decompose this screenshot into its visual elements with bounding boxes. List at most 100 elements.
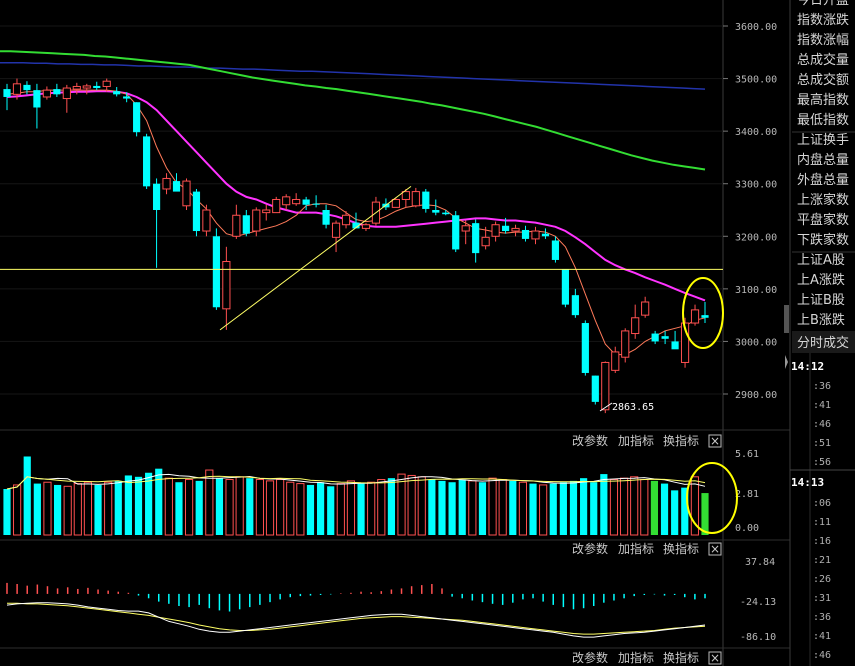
candle[interactable] (53, 83, 61, 97)
close-icon[interactable]: × (710, 651, 720, 665)
candle[interactable] (461, 220, 470, 245)
candle[interactable] (690, 304, 700, 326)
toolbar-vol-switch[interactable]: 换指标 (663, 541, 699, 556)
volume-bar (306, 484, 315, 535)
candle[interactable] (113, 86, 121, 97)
candle[interactable] (651, 330, 659, 345)
candle[interactable] (143, 133, 151, 189)
volume-bar (23, 456, 31, 535)
candle[interactable] (232, 204, 241, 239)
candle[interactable] (123, 92, 131, 103)
candle[interactable] (93, 81, 101, 91)
candle[interactable] (102, 78, 111, 92)
candle[interactable] (33, 83, 41, 129)
volume-bar (387, 478, 395, 535)
candle[interactable] (501, 217, 510, 234)
collapse-arrow-icon[interactable] (785, 355, 788, 369)
candlesticks[interactable] (3, 78, 709, 414)
candle[interactable] (641, 296, 650, 318)
candle[interactable] (182, 178, 191, 210)
toolbar-osc-switch[interactable]: 换指标 (663, 650, 699, 665)
toolbar-main-add[interactable]: 加指标 (618, 433, 654, 448)
candle[interactable] (352, 212, 360, 229)
toolbar-vol-params[interactable]: 改参数 (572, 541, 608, 556)
toolbar-osc-close-box[interactable] (708, 651, 722, 665)
candle[interactable] (541, 228, 550, 239)
candle[interactable] (531, 226, 540, 245)
volume-bar (205, 469, 214, 536)
candle[interactable] (382, 198, 390, 210)
candle-body (182, 180, 191, 207)
candle[interactable] (411, 187, 420, 208)
candle[interactable] (591, 375, 599, 405)
candle[interactable] (511, 224, 520, 237)
volume-bar (397, 473, 406, 536)
candle[interactable] (661, 330, 669, 345)
candle[interactable] (3, 83, 11, 111)
candle[interactable] (162, 173, 171, 195)
candle-body (212, 236, 220, 308)
candle[interactable] (282, 194, 291, 210)
candle[interactable] (12, 78, 22, 100)
candle[interactable] (551, 236, 560, 263)
toolbar-main-switch[interactable]: 换指标 (663, 433, 699, 448)
candle-body (341, 214, 351, 226)
candle[interactable] (202, 204, 211, 237)
candle[interactable] (242, 210, 250, 237)
candle[interactable] (601, 361, 610, 414)
candle[interactable] (452, 211, 460, 253)
toolbar-osc-params[interactable]: 改参数 (572, 650, 608, 665)
toolbar-vol-close-box[interactable] (708, 542, 722, 556)
candle[interactable] (481, 226, 490, 250)
low-arrow (599, 402, 613, 412)
candle[interactable] (341, 211, 351, 229)
candle[interactable] (133, 102, 141, 137)
candle[interactable] (701, 302, 709, 324)
toolbar-osc-add[interactable]: 加指标 (618, 650, 654, 665)
candle[interactable] (62, 84, 71, 113)
candle[interactable] (72, 82, 81, 95)
candle[interactable] (442, 210, 450, 216)
candle[interactable] (391, 198, 400, 208)
candle[interactable] (631, 304, 640, 339)
candle[interactable] (571, 288, 579, 318)
splitter-handle[interactable] (784, 305, 789, 333)
candle-body (601, 361, 610, 411)
candle[interactable] (331, 220, 341, 253)
candle[interactable] (491, 221, 500, 242)
candle[interactable] (401, 188, 410, 208)
toolbar-main-params[interactable]: 改参数 (572, 433, 608, 448)
candle[interactable] (521, 225, 530, 242)
candle[interactable] (312, 195, 320, 208)
candle[interactable] (82, 83, 91, 95)
candle[interactable] (422, 188, 430, 213)
candle[interactable] (581, 320, 589, 376)
close-icon[interactable]: × (710, 542, 720, 556)
candle[interactable] (302, 196, 310, 210)
candle[interactable] (361, 223, 371, 232)
candle[interactable] (262, 204, 271, 221)
candle[interactable] (172, 173, 181, 192)
candle[interactable] (222, 246, 231, 330)
candle[interactable] (292, 193, 301, 206)
candle[interactable] (272, 196, 281, 214)
candle[interactable] (252, 207, 261, 237)
candle[interactable] (322, 204, 330, 229)
tick-time: :41 (813, 400, 831, 411)
candle[interactable] (561, 269, 569, 308)
candle[interactable] (611, 346, 620, 373)
candle[interactable] (472, 219, 480, 263)
highlight-circle-main (682, 277, 724, 349)
toolbar-vol-add[interactable]: 加指标 (618, 541, 654, 556)
toolbar-main-close-box[interactable] (708, 434, 722, 448)
candle[interactable] (192, 188, 201, 237)
candle[interactable] (621, 328, 630, 363)
candle[interactable] (42, 86, 51, 100)
candle[interactable] (432, 199, 440, 216)
candle[interactable] (152, 178, 161, 268)
candle[interactable] (23, 81, 31, 95)
close-icon[interactable]: × (710, 434, 720, 448)
side-header[interactable]: 分时成交 (797, 335, 849, 351)
candle[interactable] (671, 330, 679, 350)
